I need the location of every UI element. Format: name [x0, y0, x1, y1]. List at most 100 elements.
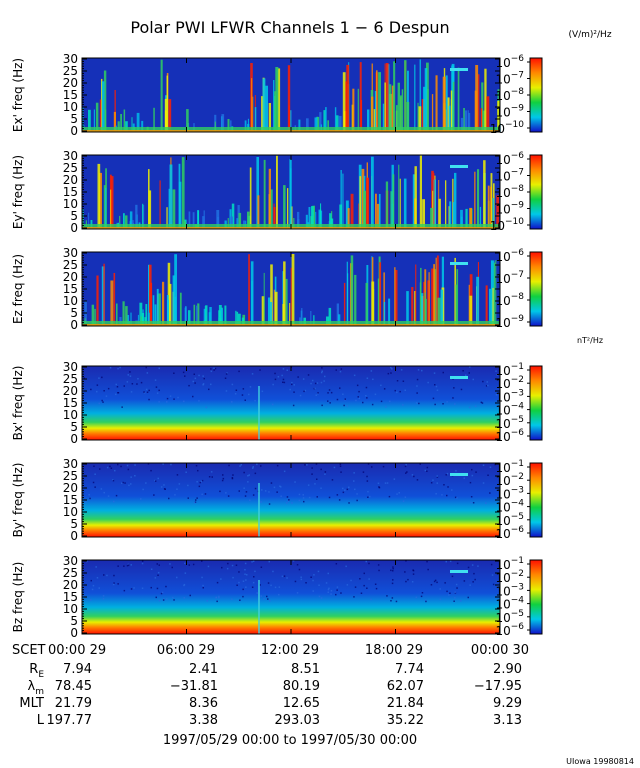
y-tick-label: 15 — [63, 396, 78, 410]
ephemeris-value: 8.51 — [291, 662, 320, 677]
colorbar-tick-label: 10−9 — [495, 314, 524, 330]
colorbar — [529, 57, 543, 133]
colorbar-tick-label: 10−10 — [490, 120, 525, 136]
colorbar-tick-label: 10−3 — [495, 582, 524, 598]
colorbar-tick-label: 10−1 — [495, 556, 524, 572]
ephemeris-value: −17.95 — [474, 679, 522, 694]
x-tick-label: 18:00 29 — [365, 643, 423, 658]
ephemeris-value: 7.74 — [395, 662, 424, 677]
y-tick-label: 10 — [63, 602, 78, 616]
colorbar-tick-label: 10−9 — [495, 201, 524, 217]
y-tick-label: 15 — [63, 282, 78, 296]
date-range: 1997/05/29 00:00 to 1997/05/30 00:00 — [163, 733, 417, 748]
ephemeris-value: 197.77 — [47, 713, 93, 728]
x-tick-label: 12:00 29 — [261, 643, 319, 658]
ephemeris-value: 9.29 — [493, 696, 522, 711]
colorbar-tick-label: 10−7 — [495, 168, 524, 184]
y-tick-label: 10 — [63, 197, 78, 211]
y-tick-label: 0 — [70, 626, 78, 640]
y-tick-label: 20 — [63, 578, 78, 592]
y-tick-label: 15 — [63, 493, 78, 507]
y-tick-label: 5 — [70, 517, 78, 531]
y-tick-label: 15 — [63, 88, 78, 102]
colorbar-tick-label: 10−7 — [495, 270, 524, 286]
colorbar-tick-label: 10−8 — [495, 184, 524, 200]
y-tick-label: 30 — [63, 554, 78, 568]
ephemeris-value: 21.79 — [55, 696, 92, 711]
y-tick-label: 25 — [63, 161, 78, 175]
x-tick-label: 00:00 30 — [471, 643, 529, 658]
ephemeris-value: 2.41 — [189, 662, 218, 677]
ephemeris-value: 35.22 — [387, 713, 424, 728]
panel-ylabel: Bz freq (Hz) — [11, 562, 25, 633]
ephemeris-value: 3.13 — [493, 713, 522, 728]
y-tick-label: 0 — [70, 221, 78, 235]
ephemeris-value: 80.19 — [283, 679, 320, 694]
y-tick-label: 30 — [63, 52, 78, 66]
y-tick-label: 20 — [63, 173, 78, 187]
x-axis-label: SCET — [12, 643, 46, 658]
colorbar-tick-label: 10−1 — [495, 362, 524, 378]
colorbar-tick-label: 10−6 — [495, 428, 524, 444]
y-tick-label: 10 — [63, 408, 78, 422]
ephemeris-label: RE — [29, 662, 44, 680]
colorbar-tick-label: 10−8 — [495, 292, 524, 308]
panel-ylabel: Ex' freq (Hz) — [11, 58, 25, 132]
ephemeris-value: −31.81 — [170, 679, 218, 694]
ephemeris-value: 62.07 — [387, 679, 424, 694]
y-tick-label: 0 — [70, 432, 78, 446]
colorbar-tick-label: 10−9 — [495, 104, 524, 120]
footer-credit: UIowa 19980814 — [566, 757, 634, 766]
colorbar-tick-label: 10−6 — [495, 54, 524, 70]
y-tick-label: 5 — [70, 420, 78, 434]
ephemeris-value: 12.65 — [283, 696, 320, 711]
colorbar-tick-label: 10−1 — [495, 459, 524, 475]
y-tick-label: 30 — [63, 149, 78, 163]
colorbar-tick-label: 10−4 — [495, 499, 524, 515]
y-tick-label: 10 — [63, 100, 78, 114]
ephemeris-label: L — [37, 713, 45, 728]
colorbar-tick-label: 10−3 — [495, 485, 524, 501]
colorbar-tick-label: 10−5 — [495, 512, 524, 528]
colorbar-tick-label: 10−6 — [495, 151, 524, 167]
colorbar-tick-label: 10−6 — [495, 622, 524, 638]
panel-ylabel: Bx' freq (Hz) — [11, 366, 25, 441]
y-tick-label: 20 — [63, 270, 78, 284]
colorbar-tick-label: 10−8 — [495, 87, 524, 103]
colorbar-tick-label: 10−4 — [495, 402, 524, 418]
y-tick-label: 0 — [70, 124, 78, 138]
x-tick-label: 00:00 29 — [48, 643, 106, 658]
y-tick-label: 5 — [70, 614, 78, 628]
y-tick-label: 15 — [63, 590, 78, 604]
colorbar — [529, 462, 543, 538]
colorbar-tick-label: 10−4 — [495, 596, 524, 612]
ephemeris-value: 8.36 — [189, 696, 218, 711]
colorbar-tick-label: 10−10 — [490, 217, 525, 233]
colorbar — [529, 365, 543, 441]
chart-title: Polar PWI LFWR Channels 1 − 6 Despun — [130, 18, 449, 37]
panel-ylabel: Ey' freq (Hz) — [11, 155, 25, 229]
colorbar-unit-label: (V/m)²/Hz — [568, 30, 611, 40]
colorbar-tick-label: 10−2 — [495, 472, 524, 488]
ephemeris-value: 2.90 — [493, 662, 522, 677]
colorbar-tick-label: 10−3 — [495, 388, 524, 404]
colorbar — [529, 559, 543, 635]
x-tick-label: 06:00 29 — [157, 643, 215, 658]
y-tick-label: 25 — [63, 372, 78, 386]
colorbar-tick-label: 10−6 — [495, 525, 524, 541]
y-tick-label: 25 — [63, 566, 78, 580]
y-tick-label: 25 — [63, 64, 78, 78]
colorbar — [529, 251, 543, 327]
ephemeris-label: MLT — [19, 696, 44, 711]
ephemeris-value: 78.45 — [55, 679, 92, 694]
ephemeris-value: 7.94 — [63, 662, 92, 677]
y-tick-label: 15 — [63, 185, 78, 199]
y-tick-label: 30 — [63, 360, 78, 374]
y-tick-label: 5 — [70, 306, 78, 320]
